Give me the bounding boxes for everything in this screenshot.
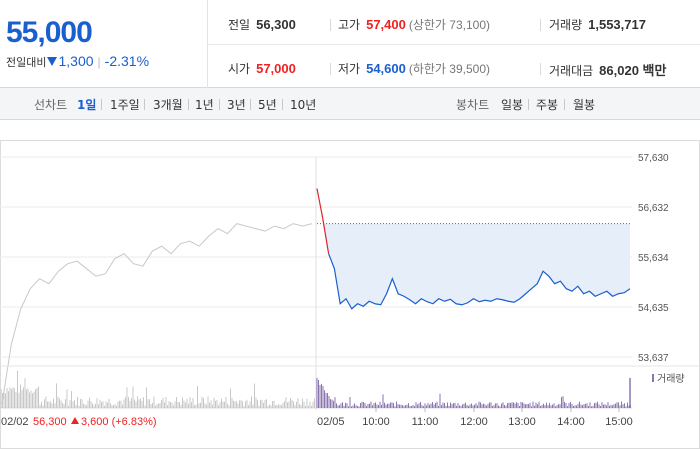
today-down-line <box>328 253 631 310</box>
tab-weekly-candle[interactable]: 주봉 <box>536 98 559 112</box>
stat-label: 고가 <box>338 18 361 32</box>
stat-sub: (하한가 39,500) <box>408 62 491 76</box>
stat-value: 54,600 <box>366 61 406 76</box>
x-tick-label: 13:00 <box>508 416 536 428</box>
change-row: 전일대비 1,300 | -2.31% <box>6 53 149 70</box>
candle-chart-label: 봉차트 <box>456 98 490 112</box>
tab-daily-candle[interactable]: 일봉 <box>501 98 524 112</box>
divider <box>540 19 541 31</box>
stat-label: 거래량 <box>549 18 583 32</box>
stat-value: 86,020 백만 <box>599 63 667 78</box>
down-triangle-icon <box>47 57 58 66</box>
y-tick-label: 55,634 <box>638 253 669 264</box>
y-tick-label: 54,635 <box>638 303 669 314</box>
stat-trade-value: 거래대금 86,020 백만 <box>549 60 666 79</box>
x-tick-label: 15:00 <box>605 416 633 428</box>
stat-high: 고가 57,400 (상한가 73,100) <box>338 16 490 33</box>
stock-summary-header: 55,000 전일대비 1,300 | -2.31% 전일 56,300 고가 57,40… <box>0 0 700 88</box>
divider <box>528 99 529 110</box>
change-percent: -2.31% <box>104 53 150 69</box>
stat-label: 거래대금 <box>549 64 594 78</box>
tab-1d[interactable]: 1일 <box>77 98 97 112</box>
divider: | <box>97 55 101 69</box>
tab-monthly-candle[interactable]: 월봉 <box>573 98 596 112</box>
divider <box>330 63 331 75</box>
line-chart-label: 선차트 <box>34 98 68 112</box>
stat-value: 1,553,717 <box>588 17 646 32</box>
stat-volume: 거래량 1,553,717 <box>549 16 646 33</box>
stat-value: 57,000 <box>256 61 296 76</box>
x-tick-label: 11:00 <box>412 416 439 428</box>
volume-legend-swatch <box>652 374 654 382</box>
current-price: 55,000 <box>6 16 93 49</box>
stat-sub: (상한가 73,100) <box>408 18 491 32</box>
prev-day-close: 56,300 <box>33 416 67 428</box>
prev-day-line <box>1 223 313 405</box>
y-tick-label: 57,630 <box>638 153 669 164</box>
chart-svg: 57,630 56,632 55,634 54,635 53,637 거래량 02/02 02… <box>0 140 700 449</box>
stat-label: 시가 <box>228 62 251 76</box>
stat-prev-close: 전일 56,300 <box>228 16 296 33</box>
stat-value: 56,300 <box>256 17 296 32</box>
today-up-line <box>316 188 330 254</box>
change-label: 전일대비 <box>6 56 47 69</box>
divider <box>282 99 283 110</box>
up-triangle-icon <box>71 417 79 424</box>
change-value: 1,300 <box>58 53 94 69</box>
stat-label: 저가 <box>338 62 361 76</box>
price-box: 55,000 전일대비 1,300 | -2.31% <box>0 0 208 88</box>
x-tick-label: 02/05 <box>317 416 345 428</box>
y-tick-label: 56,632 <box>638 203 669 214</box>
divider <box>188 99 189 110</box>
tab-1w[interactable]: 1주일 <box>110 98 140 112</box>
divider <box>564 99 565 110</box>
stat-low: 저가 54,600 (하한가 39,500) <box>338 60 490 77</box>
divider <box>144 99 145 110</box>
x-tick-label: 14:00 <box>557 416 585 428</box>
x-tick-label: 12:00 <box>460 416 488 428</box>
row-divider <box>208 44 700 45</box>
intraday-price-chart: 57,630 56,632 55,634 54,635 53,637 거래량 02/02 02… <box>0 120 700 450</box>
volume-legend-label: 거래량 <box>657 373 685 385</box>
x-tick-label: 10:00 <box>362 416 390 428</box>
divider <box>101 99 102 110</box>
chart-period-tabs: 선차트 1일 1주일 3개월 1년 3년 5년 10년 봉차트 일봉 주봉 월봉 <box>0 88 700 120</box>
tab-1y[interactable]: 1년 <box>195 98 214 112</box>
divider <box>330 19 331 31</box>
below-reference-area <box>317 223 630 309</box>
divider <box>540 63 541 75</box>
tab-3y[interactable]: 3년 <box>227 98 246 112</box>
stat-label: 전일 <box>228 18 251 32</box>
y-tick-label: 53,637 <box>638 353 669 364</box>
stat-value: 57,400 <box>366 17 406 32</box>
prev-day-change: 3,600 (+6.83%) <box>81 416 157 428</box>
tab-3m[interactable]: 3개월 <box>153 98 183 112</box>
tab-10y[interactable]: 10년 <box>290 98 317 112</box>
x-tick-label: 02/02 <box>1 416 29 428</box>
divider <box>219 99 220 110</box>
stat-open: 시가 57,000 <box>228 60 296 77</box>
tab-5y[interactable]: 5년 <box>258 98 277 112</box>
divider <box>250 99 251 110</box>
